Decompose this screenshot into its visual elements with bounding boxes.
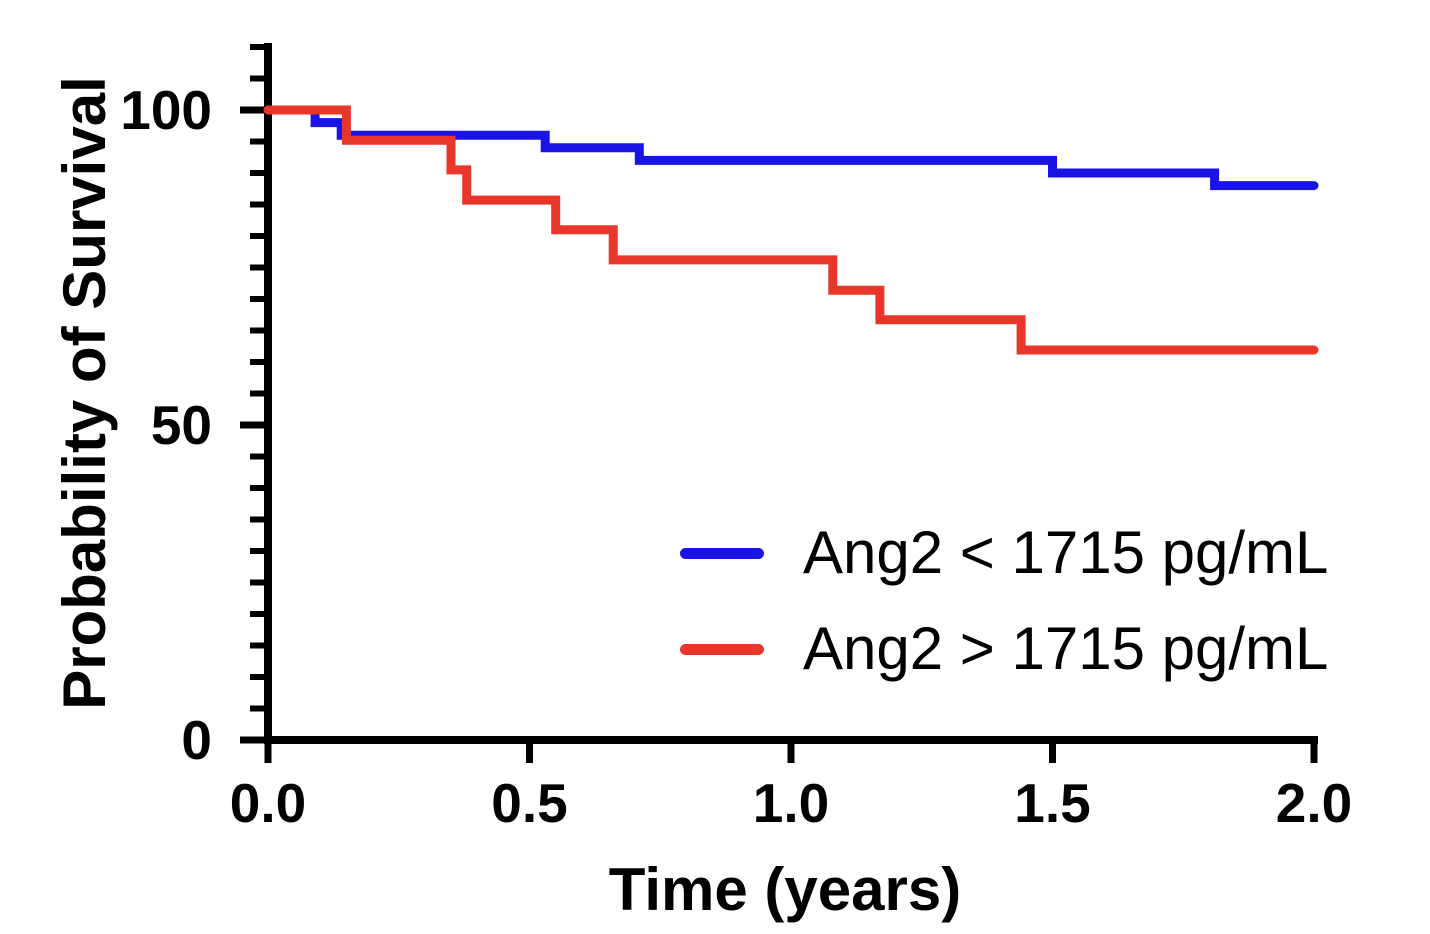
tick-labels: 0 50 100 0.0 0.5 1.0 1.5 2.0 [120,79,1352,834]
legend-label-ang2-high: Ang2 > 1715 pg/mL [803,615,1329,682]
x-tick-label: 2.0 [1276,772,1352,834]
legend: Ang2 < 1715 pg/mL Ang2 > 1715 pg/mL [680,522,1328,680]
survival-curve-ang2-high [263,105,1319,355]
legend-label-ang2-low: Ang2 < 1715 pg/mL [803,519,1329,586]
survival-curves [263,105,1319,355]
x-tick-label: 0.0 [230,772,306,834]
y-tick-label: 50 [151,394,212,456]
y-tick-label: 100 [120,79,212,141]
y-axis-title: Probability of Survival [51,76,118,710]
y-tick-label: 0 [181,709,212,771]
x-tick-label: 1.0 [753,772,829,834]
x-tick-label: 0.5 [491,772,567,834]
legend-line-blue-icon [680,547,764,559]
x-axis-title: Time (years) [609,856,961,923]
x-tick-label: 1.5 [1014,772,1090,834]
legend-line-red-icon [680,643,764,655]
legend-item-ang2-high: Ang2 > 1715 pg/mL [680,618,1328,680]
tick-marks [240,44,1318,763]
legend-item-ang2-low: Ang2 < 1715 pg/mL [680,522,1328,584]
survival-curve-ang2-low [263,105,1319,191]
